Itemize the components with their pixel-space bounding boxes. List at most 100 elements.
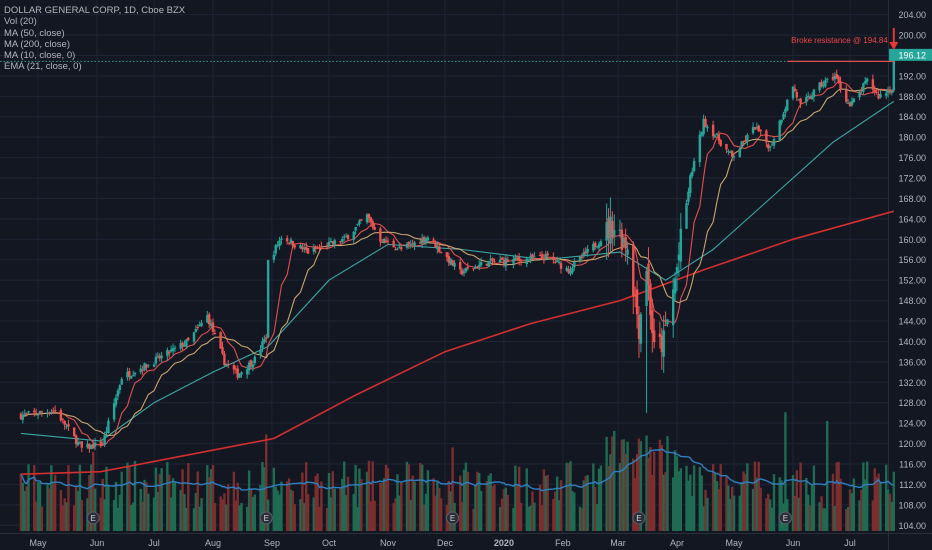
- candle-body: [890, 91, 894, 93]
- volume-bar: [449, 491, 452, 531]
- x-tick-label: Nov: [380, 538, 397, 548]
- candle-body: [512, 259, 515, 264]
- candle-body: [864, 81, 867, 84]
- volume-bar: [50, 465, 53, 531]
- candle-body: [757, 125, 760, 132]
- earnings-marker[interactable]: E: [86, 511, 100, 525]
- candle-body: [396, 248, 399, 250]
- volume-bar: [595, 504, 599, 531]
- volume-bar: [131, 502, 135, 531]
- volume-bar: [871, 500, 875, 531]
- indicator-ma10[interactable]: MA (10, close, 0): [4, 50, 76, 62]
- volume-bar: [632, 458, 635, 531]
- candle-body: [339, 241, 342, 243]
- volume-bar: [691, 495, 694, 531]
- volume-bar: [578, 506, 582, 531]
- candle-body: [715, 133, 719, 135]
- earnings-label: E: [450, 514, 455, 523]
- volume-bar: [892, 471, 895, 531]
- candle-body: [605, 222, 608, 241]
- volume-bar: [514, 465, 517, 531]
- volume-bar: [107, 484, 110, 531]
- candle-body: [78, 443, 82, 445]
- volume-bar: [232, 471, 236, 531]
- last-price-tag: [889, 48, 932, 61]
- candle-body: [33, 410, 36, 413]
- candle-body: [691, 171, 694, 176]
- volume-bar: [152, 497, 156, 531]
- candle-body: [652, 330, 656, 343]
- candle-body: [27, 411, 30, 413]
- volume-bar: [565, 462, 568, 531]
- candle-body: [394, 249, 397, 251]
- y-tick-label: 172.00: [898, 174, 926, 184]
- volume-bar: [424, 493, 428, 531]
- volume-bar: [624, 453, 627, 531]
- y-tick-label: 112.00: [899, 480, 926, 490]
- candle-body: [103, 435, 106, 445]
- candle-body: [169, 349, 173, 352]
- volume-bar: [862, 462, 865, 531]
- volume-bar: [36, 482, 40, 531]
- candle-body: [358, 220, 361, 225]
- candle-body: [845, 89, 848, 102]
- volume-bar: [333, 488, 336, 531]
- indicator-ma200[interactable]: MA (200, close): [4, 38, 70, 50]
- candle-body: [765, 130, 768, 143]
- candle-body: [673, 278, 677, 294]
- candle-body: [19, 413, 23, 420]
- volume-bar: [474, 484, 477, 531]
- candle-body: [259, 349, 262, 356]
- candle-body: [637, 314, 641, 339]
- volume-bar: [139, 488, 142, 531]
- volume-bar: [607, 466, 610, 531]
- candle-body: [234, 368, 238, 370]
- volume-bar: [48, 488, 51, 531]
- candle-body: [181, 342, 184, 347]
- volume-bars: [19, 412, 895, 531]
- volume-bar: [168, 474, 171, 531]
- candle-body: [732, 156, 736, 158]
- volume-bar: [711, 464, 715, 531]
- candle-body: [128, 371, 131, 377]
- earnings-marker[interactable]: E: [446, 511, 460, 525]
- candle-body: [633, 295, 637, 297]
- volume-bar: [265, 434, 268, 531]
- indicator-ema21[interactable]: EMA (21, close, 0): [4, 61, 82, 73]
- volume-bar: [791, 475, 795, 531]
- candle-body: [793, 88, 797, 91]
- indicator-ma50[interactable]: MA (50, close): [4, 27, 65, 39]
- volume-bar: [702, 506, 705, 531]
- candle-body: [649, 283, 652, 316]
- volume-bar: [666, 436, 669, 531]
- volume-bar: [76, 490, 80, 531]
- volume-bar: [304, 462, 308, 531]
- volume-bar: [651, 474, 654, 531]
- candle-body: [225, 363, 228, 367]
- volume-bar: [141, 501, 144, 531]
- candle-body: [704, 119, 707, 128]
- earnings-marker[interactable]: E: [632, 511, 646, 525]
- candle-body: [422, 237, 426, 242]
- candle-body: [407, 242, 411, 245]
- candle-body: [476, 266, 479, 269]
- volume-bar: [729, 498, 732, 531]
- volume-bar: [274, 486, 277, 531]
- volume-bar: [156, 492, 160, 531]
- candle-body: [651, 310, 654, 334]
- volume-bar: [422, 504, 426, 531]
- candle-body: [586, 248, 589, 253]
- volume-bar: [517, 466, 521, 531]
- earnings-marker[interactable]: E: [259, 511, 273, 525]
- candle-body: [729, 152, 732, 154]
- indicator-vol[interactable]: Vol (20): [4, 16, 37, 28]
- earnings-marker[interactable]: E: [778, 511, 792, 525]
- candle-body: [597, 244, 601, 248]
- x-tick-label: Sep: [264, 538, 280, 548]
- candle-body: [831, 77, 835, 80]
- y-tick-label: 148.00: [898, 296, 926, 306]
- candle-body: [318, 247, 321, 249]
- volume-bar: [664, 472, 667, 531]
